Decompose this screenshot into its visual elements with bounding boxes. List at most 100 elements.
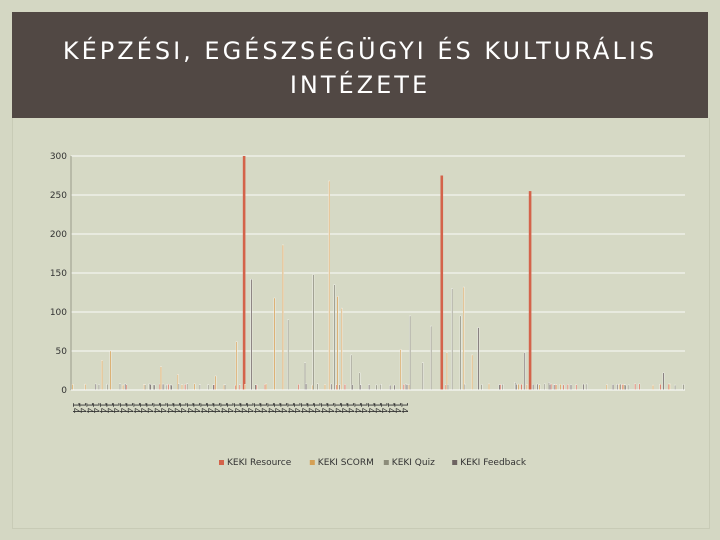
bar bbox=[167, 383, 170, 391]
bar bbox=[459, 315, 462, 391]
x-tick-label: 14 bbox=[311, 402, 321, 414]
bar bbox=[379, 384, 382, 391]
bar bbox=[181, 384, 183, 391]
bar bbox=[555, 384, 558, 391]
bar bbox=[528, 191, 532, 390]
bar bbox=[94, 383, 97, 391]
x-tick-label: 14 bbox=[177, 402, 187, 414]
bar bbox=[659, 383, 662, 391]
x-tick-label: 14 bbox=[70, 402, 80, 414]
x-tick-label: 14 bbox=[97, 402, 107, 414]
bar bbox=[399, 349, 402, 391]
bar bbox=[619, 383, 622, 391]
bar bbox=[409, 315, 411, 391]
bar bbox=[71, 384, 74, 391]
x-tick-label: 14 bbox=[392, 402, 402, 414]
bar bbox=[652, 384, 654, 391]
bar bbox=[273, 297, 276, 391]
bar bbox=[165, 384, 168, 391]
bar bbox=[403, 384, 405, 391]
bar bbox=[471, 354, 473, 391]
x-tick-label: 14 bbox=[117, 402, 127, 414]
bar bbox=[153, 384, 156, 391]
bar bbox=[341, 307, 343, 391]
bar bbox=[351, 384, 354, 391]
x-tick-label: 14 bbox=[264, 402, 274, 414]
bar bbox=[297, 384, 300, 391]
x-tick-label: 14 bbox=[77, 402, 87, 414]
x-tick-label: 14 bbox=[137, 402, 147, 414]
bar bbox=[119, 383, 121, 391]
bar bbox=[517, 383, 520, 391]
x-tick-label: 14 bbox=[358, 402, 368, 414]
y-tick-label: 50 bbox=[56, 347, 68, 357]
bar bbox=[515, 384, 518, 391]
bar bbox=[254, 384, 257, 391]
x-tick-label: 14 bbox=[204, 402, 214, 414]
bar bbox=[242, 156, 246, 390]
bar bbox=[559, 384, 562, 391]
x-tick-label: 14 bbox=[211, 402, 221, 414]
x-tick-label: 14 bbox=[150, 402, 160, 414]
legend-item: KEKI SCORM bbox=[309, 458, 374, 468]
bar bbox=[523, 352, 526, 391]
bar bbox=[549, 384, 551, 391]
legend-item: KEKI Feedback bbox=[452, 458, 527, 468]
legend-label: KEKI SCORM bbox=[318, 458, 374, 468]
bar bbox=[250, 279, 253, 391]
bar bbox=[122, 384, 124, 391]
bar bbox=[193, 383, 196, 391]
bar bbox=[162, 383, 164, 391]
bar bbox=[585, 383, 588, 391]
x-tick-label: 14 bbox=[184, 402, 194, 414]
bar bbox=[543, 383, 546, 391]
bar bbox=[316, 383, 319, 391]
x-tick-label: 14 bbox=[305, 402, 315, 414]
bar bbox=[536, 383, 539, 391]
x-tick-label: 14 bbox=[197, 402, 207, 414]
bar bbox=[333, 284, 336, 391]
bar bbox=[451, 288, 453, 391]
bar bbox=[526, 384, 528, 391]
bar bbox=[430, 325, 432, 391]
bar bbox=[199, 384, 201, 391]
bar bbox=[144, 384, 146, 391]
bar bbox=[178, 383, 180, 391]
bar bbox=[214, 375, 217, 391]
legend-item: KEKI Resource bbox=[219, 458, 292, 468]
x-tick-label: 14 bbox=[271, 402, 281, 414]
x-tick-label: 14 bbox=[217, 402, 227, 414]
bar bbox=[477, 327, 480, 391]
bar bbox=[287, 319, 289, 391]
x-tick-label: 14 bbox=[231, 402, 241, 414]
bar bbox=[344, 384, 346, 391]
bar bbox=[421, 362, 424, 391]
bar bbox=[638, 383, 641, 391]
x-tick-label: 14 bbox=[238, 402, 248, 414]
bar bbox=[662, 372, 665, 391]
bar bbox=[501, 384, 504, 391]
y-tick-label: 100 bbox=[50, 308, 67, 318]
bar bbox=[98, 384, 100, 391]
slide-title-bar: KÉPZÉSI, EGÉSZSÉGÜGYI ÉS KULTURÁLIS INTÉ… bbox=[12, 12, 708, 118]
bar bbox=[244, 384, 246, 391]
bar bbox=[393, 384, 396, 391]
bar bbox=[84, 383, 87, 391]
bar bbox=[520, 383, 523, 391]
x-tick-label: 14 bbox=[372, 402, 382, 414]
x-tick-label: 14 bbox=[291, 402, 301, 414]
x-tick-label: 14 bbox=[191, 402, 201, 414]
x-tick-label: 14 bbox=[398, 402, 408, 414]
bar bbox=[282, 244, 284, 391]
x-tick-label: 14 bbox=[284, 402, 294, 414]
y-tick-label: 0 bbox=[61, 386, 67, 396]
slide-title-line-1: KÉPZÉSI, EGÉSZSÉGÜGYI ÉS KULTURÁLIS bbox=[62, 37, 658, 65]
bar bbox=[359, 384, 362, 391]
bar bbox=[312, 274, 315, 391]
legend-label: KEKI Resource bbox=[227, 458, 292, 468]
x-tick-label: 14 bbox=[331, 402, 341, 414]
bar bbox=[207, 384, 210, 391]
bar bbox=[106, 383, 109, 391]
bar bbox=[265, 383, 267, 391]
bar bbox=[170, 384, 173, 391]
